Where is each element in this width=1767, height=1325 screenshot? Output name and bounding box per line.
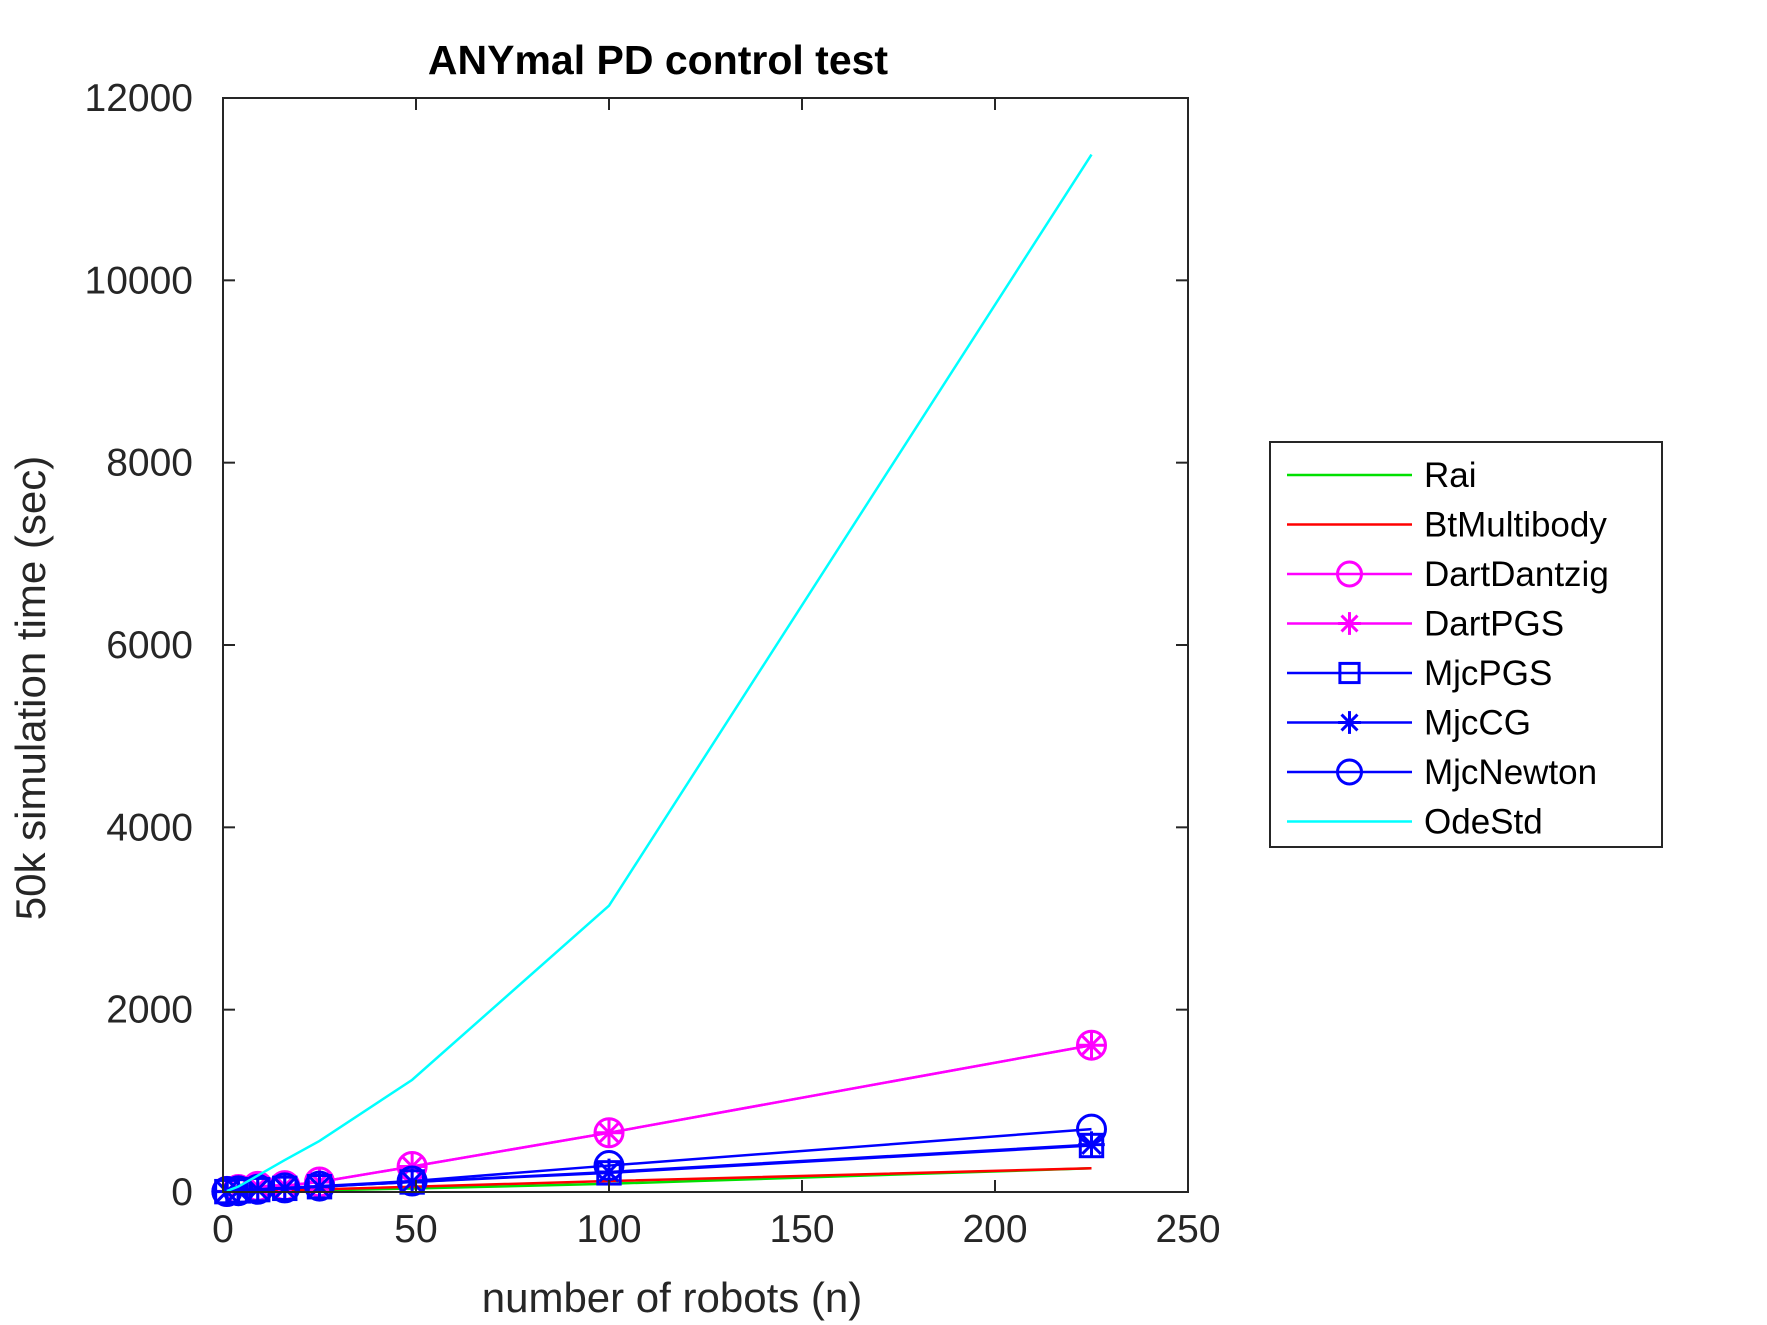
legend-label: MjcCG (1424, 704, 1531, 743)
legend-item: MjcPGS (1287, 654, 1552, 693)
legend-label: BtMultibody (1424, 506, 1607, 545)
asterisk-marker (1338, 612, 1361, 635)
asterisk-stroke (1081, 1034, 1102, 1056)
circle-marker (222, 1175, 254, 1207)
asterisk-stroke (1340, 614, 1359, 633)
asterisk-marker (1078, 1031, 1105, 1059)
legend-label: OdeStd (1424, 803, 1543, 842)
square-marker (1338, 661, 1361, 685)
circle-marker (1076, 1029, 1107, 1061)
y-tick-label: 6000 (106, 624, 193, 667)
x-tick-label: 100 (576, 1208, 641, 1251)
asterisk-stroke (598, 1122, 620, 1144)
asterisk-marker (595, 1119, 623, 1147)
series-line (226, 1167, 1092, 1194)
circle-marker (593, 1117, 625, 1149)
legend-item: DartDantzig (1287, 555, 1609, 594)
y-axis-label: 50k simulation time (sec) (7, 456, 54, 920)
legend-item: MjcCG (1287, 704, 1531, 743)
series-OdeStd (226, 153, 1093, 1193)
series-MjcCG (213, 1131, 1105, 1205)
series-line (226, 153, 1093, 1193)
legend-label: MjcPGS (1424, 654, 1552, 693)
y-tick-label: 8000 (106, 442, 193, 485)
legend-item: BtMultibody (1287, 506, 1607, 545)
x-tick-label: 0 (212, 1208, 234, 1251)
legend: Rai BtMultibody DartDantzig DartPGS MjcPGS Mj… (1269, 441, 1663, 848)
circle-marker (1076, 1113, 1107, 1145)
y-tick-label: 10000 (85, 259, 193, 302)
x-axis-label: number of robots (n) (482, 1274, 863, 1321)
x-tick-label: 200 (962, 1208, 1027, 1251)
y-axis: 0 2000 4000 6000 8000 10000 12000 (85, 77, 1188, 1214)
chart-title: ANYmal PD control test (428, 37, 889, 83)
y-tick-label: 4000 (106, 806, 193, 849)
asterisk-marker (1338, 711, 1361, 734)
legend-label: MjcNewton (1424, 753, 1597, 792)
legend-label: DartPGS (1424, 605, 1564, 644)
x-tick-label: 250 (1155, 1208, 1220, 1251)
y-tick-label: 0 (171, 1171, 193, 1214)
circle-marker (593, 1150, 625, 1182)
y-tick-label: 12000 (85, 77, 193, 120)
legend-item: OdeStd (1287, 803, 1543, 842)
legend-item: Rai (1287, 456, 1477, 495)
legend-box (1269, 441, 1663, 848)
circle-marker (1336, 758, 1363, 786)
circle-marker (1336, 560, 1363, 588)
plot-area (211, 153, 1107, 1208)
asterisk-stroke (1340, 713, 1359, 732)
legend-label: DartDantzig (1424, 555, 1609, 594)
series-BtMultibody (226, 1167, 1092, 1194)
legend-item: DartPGS (1287, 605, 1564, 644)
plot-frame (222, 97, 1189, 1193)
x-axis: 0 50 100 150 200 250 (212, 98, 1221, 1251)
legend-item: MjcNewton (1287, 753, 1597, 792)
circle-marker (396, 1165, 428, 1197)
circle-marker (304, 1170, 335, 1202)
legend-label: Rai (1424, 456, 1477, 495)
y-tick-label: 2000 (106, 989, 193, 1032)
x-tick-label: 50 (394, 1208, 437, 1251)
x-tick-label: 150 (769, 1208, 834, 1251)
circle-marker (269, 1172, 301, 1204)
